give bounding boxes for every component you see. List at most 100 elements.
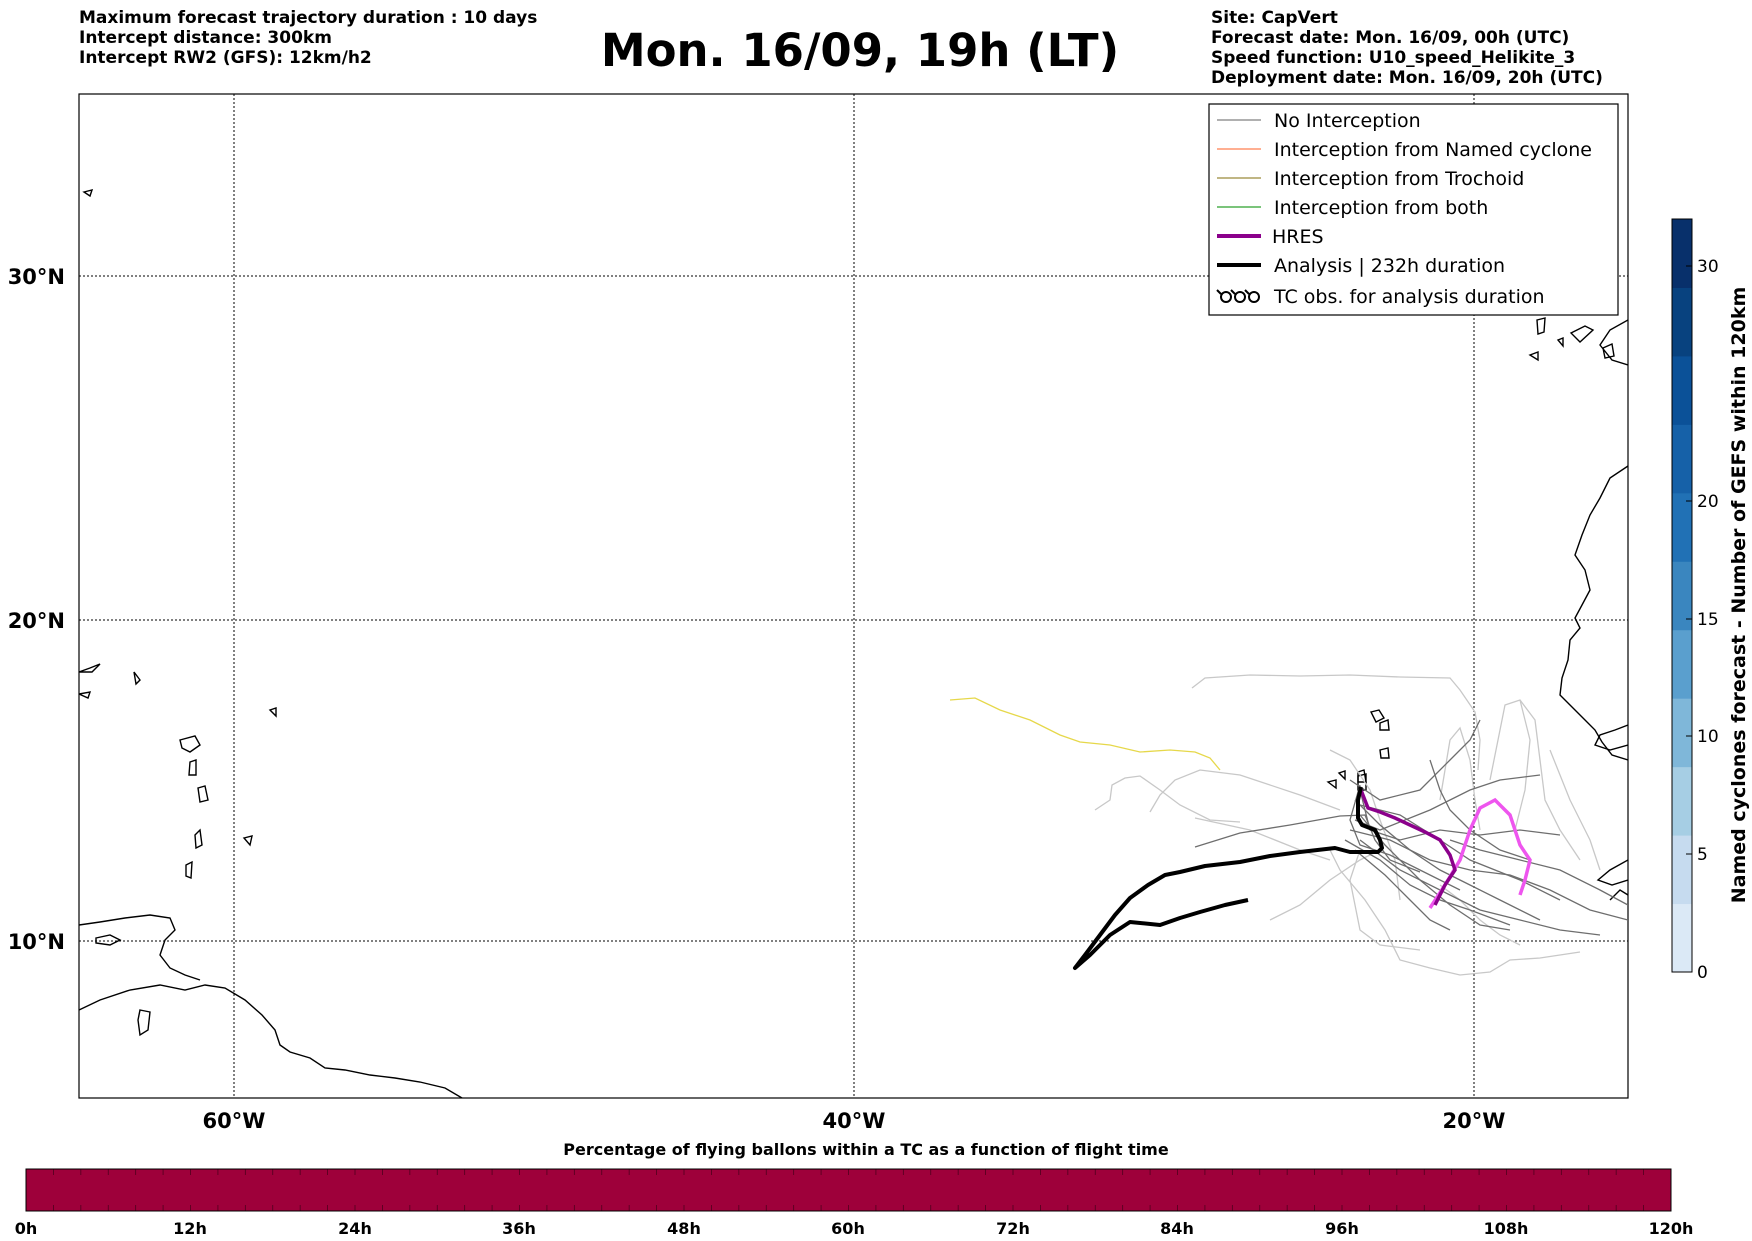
header-right: Site: CapVert Forecast date: Mon. 16/09,… (1211, 8, 1603, 88)
trajectory-dark-1 (1194, 814, 1421, 873)
header-left-line-1: Maximum forecast trajectory duration : 1… (79, 8, 538, 28)
coast-cape-verde-7 (1337, 770, 1346, 781)
coast-island-6 (188, 759, 197, 776)
legend-label-analysis: Analysis | 232h duration (1274, 255, 1505, 277)
coast-island-2 (137, 1009, 151, 1037)
colorbar-right-segments (1672, 219, 1692, 973)
track-yellow (949, 697, 1221, 771)
legend-label-named-cyclone: Interception from Named cyclone (1274, 139, 1592, 161)
legend-label-no-interception: No Interception (1274, 110, 1421, 132)
colorbar-right-tick-20: 20 (1697, 492, 1719, 512)
colorbar-bottom-tick-84h: 84h (1160, 1219, 1194, 1238)
colorbar-right-segment (1672, 561, 1692, 631)
colorbar-right-tick-5: 5 (1697, 845, 1708, 865)
header-right-site: Site: CapVert (1211, 8, 1338, 28)
trajectory-light-1 (1191, 674, 1481, 771)
trajectory-dark-13 (1359, 804, 1561, 901)
legend-label-trochoid: Interception from Trochoid (1274, 168, 1524, 190)
track-analysis (1073, 786, 1384, 970)
lat-labels: 30°N 20°N 10°N (8, 265, 65, 954)
colorbar-right-segment (1672, 698, 1692, 768)
coast-island-9 (185, 860, 193, 880)
map-gridlines (79, 94, 1628, 1098)
legend: No Interception Interception from Named … (1208, 103, 1619, 316)
tc-symbol-icon (1216, 289, 1260, 303)
coast-cape-verde-6 (1326, 779, 1337, 790)
header-right-deployment-date: Deployment date: Mon. 16/09, 20h (UTC) (1211, 68, 1603, 88)
colorbar-right-tick-30: 30 (1697, 257, 1719, 277)
coastlines (79, 189, 1628, 1098)
coast-cape-verde-4 (1379, 747, 1390, 759)
trajectory-light-2 (1094, 775, 1241, 823)
colorbar-bottom-tick-120h: 120h (1649, 1219, 1694, 1238)
lat-label-10n: 10°N (8, 930, 65, 954)
coast-island-10 (242, 835, 253, 847)
coast-island-13 (82, 189, 94, 198)
page-title: Mon. 16/09, 19h (LT) (600, 24, 1120, 77)
trajectory-light-11 (1549, 749, 1601, 871)
colorbar-right-tick-10: 10 (1697, 727, 1719, 747)
coast-canary-1 (1536, 317, 1546, 335)
colorbar-right-segment (1672, 766, 1692, 836)
colorbar-bottom-fill (25, 1168, 1672, 1212)
colorbar-right-segment (1672, 492, 1692, 562)
coast-island-5 (179, 735, 201, 753)
legend-label-both: Interception from both (1274, 197, 1488, 219)
coast-island-12 (268, 707, 277, 718)
colorbar-right-label: Named cyclones forecast - Number of GEFS… (1728, 287, 1750, 904)
lon-labels: 60°W 40°W 20°W (203, 1109, 1506, 1133)
colorbar-right-frame (1671, 218, 1693, 973)
colorbar-right-tick-0: 0 (1697, 963, 1708, 983)
coast-island-4 (79, 691, 92, 699)
coast-canary-5 (1556, 336, 1564, 348)
colorbar-bottom-tick-12h: 12h (173, 1219, 207, 1238)
colorbar-bottom-tick-36h: 36h (502, 1219, 536, 1238)
trajectory-light-3 (1149, 769, 1341, 813)
coast-africa-bight (1594, 724, 1628, 751)
trajectory-dark-12 (1354, 849, 1451, 931)
colorbar-bottom-minor-ticks (53, 1169, 1644, 1211)
lon-label-40w: 40°W (823, 1109, 886, 1133)
coast-island-8 (194, 828, 203, 850)
colorbar-bottom: Percentage of flying ballons within a TC… (15, 1140, 1694, 1238)
trajectory-light-4 (1329, 849, 1581, 976)
header-right-forecast-date: Forecast date: Mon. 16/09, 00h (UTC) (1211, 28, 1570, 48)
colorbar-bottom-tick-48h: 48h (667, 1219, 701, 1238)
trajectory-dark-14 (1449, 839, 1628, 906)
colorbar-right-segment (1672, 629, 1692, 699)
coast-island-11 (133, 671, 141, 686)
coast-island-1 (95, 934, 122, 946)
legend-box (1208, 103, 1619, 316)
colorbar-right-segment (1672, 355, 1692, 425)
colorbar-bottom-title: Percentage of flying ballons within a TC… (563, 1140, 1169, 1159)
coast-canary-4 (1528, 350, 1539, 362)
trajectory-dark-11 (1359, 839, 1601, 936)
trajectory-light-6 (1439, 726, 1481, 831)
coast-south-america (79, 984, 463, 1098)
header-right-speed-function: Speed function: U10_speed_Helikite_3 (1211, 48, 1576, 68)
colorbar-right-segment (1672, 219, 1692, 288)
coast-cape-verde-1 (1369, 709, 1386, 723)
colorbar-bottom-tick-0h: 0h (15, 1219, 38, 1238)
colorbar-bottom-tick-24h: 24h (338, 1219, 372, 1238)
coast-canary-3 (1602, 342, 1615, 359)
coast-canary-2 (1569, 325, 1595, 343)
colorbar-right: 0 5 10 15 20 30 Named cyclones forecast … (1671, 218, 1750, 983)
trajectory-dark-8 (1344, 839, 1511, 926)
colorbar-right-ticks: 0 5 10 15 20 30 (1686, 257, 1719, 983)
trajectory-light-13 (1194, 817, 1331, 861)
colorbar-bottom-tick-96h: 96h (1325, 1219, 1359, 1238)
coast-caribbean-south (79, 914, 201, 981)
coast-cape-verde-2 (1379, 719, 1390, 731)
colorbar-right-segment (1672, 424, 1692, 494)
trajectory-dark-4 (1354, 799, 1541, 921)
trajectory-light-8 (1439, 884, 1521, 946)
lat-label-20n: 20°N (8, 609, 65, 633)
coast-island-3 (79, 663, 101, 673)
lon-label-20w: 20°W (1443, 1109, 1506, 1133)
trajectory-light-12 (1514, 699, 1531, 831)
colorbar-right-tick-15: 15 (1697, 610, 1719, 630)
legend-label-tc-obs: TC obs. for analysis duration (1273, 286, 1545, 308)
header-left: Maximum forecast trajectory duration : 1… (79, 8, 537, 68)
